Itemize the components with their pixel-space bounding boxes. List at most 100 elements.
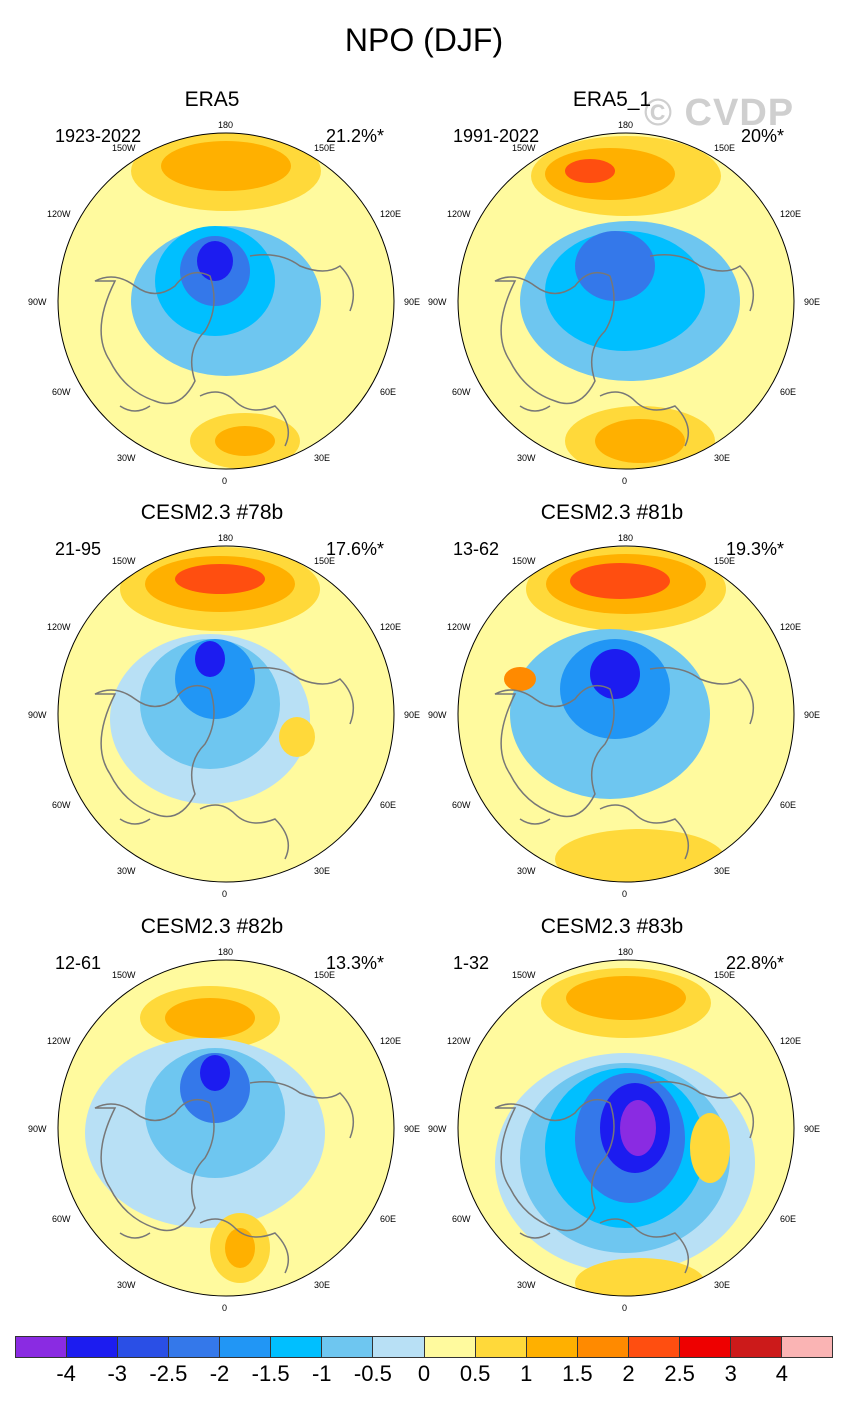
lon-label: 60E <box>780 1214 797 1224</box>
colorbar-swatch <box>169 1337 221 1357</box>
lon-label: 0 <box>222 1303 228 1313</box>
lon-label: 30E <box>314 866 331 876</box>
lon-label: 30W <box>517 866 536 876</box>
lon-label: 150E <box>714 143 736 153</box>
panel-years: 21-95 <box>55 539 102 559</box>
colorbar-label: 2.5 <box>664 1361 695 1386</box>
lon-label: 90E <box>404 710 421 720</box>
lon-label: 120W <box>447 209 471 219</box>
lon-label: 150E <box>714 556 736 566</box>
lon-label: 0 <box>222 889 228 899</box>
lon-label: 120W <box>47 209 71 219</box>
map-panel: CESM2.3 #82b 12-61 13.3%* 180 150W 150E … <box>0 915 424 1329</box>
map-panel: CESM2.3 #81b 13-62 19.3%* 180 150W 150E … <box>400 501 824 915</box>
lon-label: 90W <box>28 297 47 307</box>
lon-label: 90E <box>804 710 821 720</box>
lon-label: 60E <box>780 800 797 810</box>
panel-title: CESM2.3 #83b <box>540 915 684 938</box>
lon-label: 0 <box>622 476 628 486</box>
colorbar-label: 4 <box>775 1361 788 1386</box>
lon-label: 150W <box>512 970 536 980</box>
lon-label: 180 <box>218 533 234 543</box>
lon-label: 60W <box>452 1214 471 1224</box>
colorbar-swatch <box>526 1337 578 1357</box>
panel-percent: 22.8%* <box>725 953 784 973</box>
lon-label: 180 <box>618 533 634 543</box>
colorbar-label: 0 <box>417 1361 431 1386</box>
lon-label: 120E <box>380 209 402 219</box>
colorbar-label: -2.5 <box>149 1361 188 1386</box>
lon-label: 150E <box>714 970 736 980</box>
colorbar-label: -0.5 <box>353 1361 392 1386</box>
polar-map <box>57 545 395 883</box>
lon-label: 60W <box>452 387 471 397</box>
lon-label: 150W <box>112 970 136 980</box>
lon-label: 120E <box>780 209 802 219</box>
lon-label: 180 <box>218 947 234 957</box>
lon-label: 180 <box>618 947 634 957</box>
colorbar-label: -3 <box>107 1361 128 1386</box>
panel-title: CESM2.3 #78b <box>140 501 284 524</box>
lon-label: 30E <box>314 453 331 463</box>
lon-label: 90W <box>28 1124 47 1134</box>
lon-label: 90W <box>428 297 447 307</box>
panel-title: ERA5_1 <box>572 88 652 111</box>
colorbar-label: -1 <box>311 1361 332 1386</box>
lon-label: 180 <box>618 120 634 130</box>
lon-label: 150W <box>112 556 136 566</box>
panel-years: 1991-2022 <box>453 126 540 146</box>
colorbar-swatch <box>424 1337 476 1357</box>
panel-title: CESM2.3 #81b <box>540 501 684 524</box>
map-panel: CESM2.3 #78b 21-95 17.6%* 180 150W 150E … <box>0 501 424 915</box>
lon-label: 90W <box>428 710 447 720</box>
lon-label: 60E <box>380 800 397 810</box>
panel-years: 1-32 <box>453 953 490 973</box>
panel-percent: 20%* <box>740 126 784 146</box>
colorbar-swatch <box>67 1337 119 1357</box>
lon-label: 60E <box>380 1214 397 1224</box>
panel-title: ERA5 <box>184 88 240 111</box>
colorbar-swatch <box>475 1337 527 1357</box>
polar-map <box>57 959 395 1297</box>
colorbar-swatch <box>271 1337 323 1357</box>
polar-map <box>457 132 795 470</box>
colorbar <box>15 1336 833 1358</box>
colorbar-swatch <box>16 1337 68 1357</box>
panel-years: 13-62 <box>453 539 500 559</box>
colorbar-swatch <box>781 1337 832 1357</box>
map-panel: ERA5_1 1991-2022 20%* 180 150W 150E 120W… <box>400 88 824 502</box>
panel-percent: 13.3%* <box>325 953 384 973</box>
panel-percent: 19.3%* <box>725 539 784 559</box>
colorbar-label: 1.5 <box>562 1361 593 1386</box>
colorbar-label: -1.5 <box>251 1361 290 1386</box>
lon-label: 150W <box>512 556 536 566</box>
polar-map <box>457 545 795 883</box>
lon-label: 30W <box>117 866 136 876</box>
colorbar-swatch <box>628 1337 680 1357</box>
lon-label: 150E <box>314 556 336 566</box>
map-panel: CESM2.3 #83b 1-32 22.8%* 180 150W 150E 1… <box>400 915 824 1329</box>
lon-label: 30E <box>714 866 731 876</box>
lon-label: 60E <box>780 387 797 397</box>
colorbar-swatch <box>220 1337 272 1357</box>
lon-label: 120E <box>380 622 402 632</box>
lon-label: 60W <box>452 800 471 810</box>
lon-label: 30W <box>517 453 536 463</box>
lon-label: 150E <box>314 970 336 980</box>
lon-label: 120E <box>780 622 802 632</box>
colorbar-label: 3 <box>724 1361 737 1386</box>
lon-label: 30W <box>117 1280 136 1290</box>
watermark: © CVDP <box>644 92 795 134</box>
colorbar-label: -4 <box>56 1361 76 1386</box>
lon-label: 60W <box>52 800 71 810</box>
lon-label: 120W <box>47 1036 71 1046</box>
lon-label: 30E <box>714 453 731 463</box>
colorbar-label: 2 <box>622 1361 635 1386</box>
polar-map <box>57 132 395 470</box>
panel-years: 12-61 <box>55 953 102 973</box>
lon-label: 120W <box>447 622 471 632</box>
polar-map <box>457 959 795 1297</box>
lon-label: 120E <box>780 1036 802 1046</box>
lon-label: 30W <box>117 453 136 463</box>
colorbar-swatch <box>373 1337 425 1357</box>
